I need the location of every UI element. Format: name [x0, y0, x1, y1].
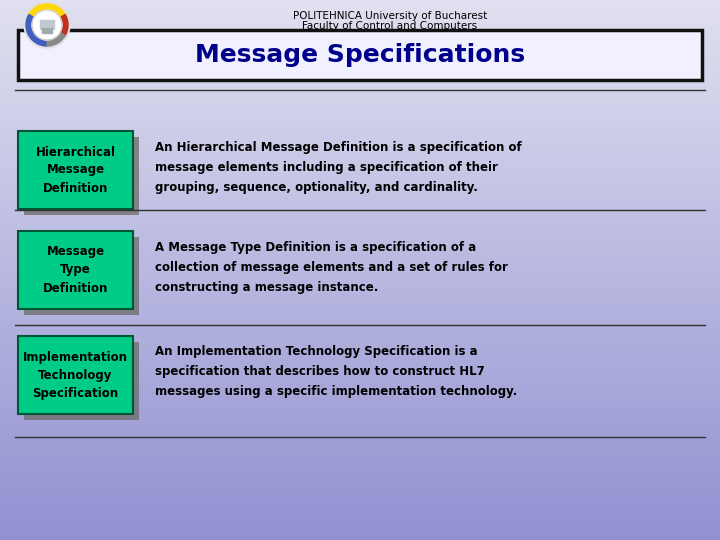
- Bar: [42, 28, 52, 33]
- Text: An Implementation Technology Specification is a
specification that describes how: An Implementation Technology Specificati…: [155, 346, 517, 399]
- Circle shape: [32, 10, 62, 40]
- Circle shape: [24, 2, 70, 48]
- Text: Implementation
Technology
Specification: Implementation Technology Specification: [23, 350, 128, 400]
- FancyBboxPatch shape: [24, 342, 139, 420]
- FancyBboxPatch shape: [18, 336, 133, 414]
- Bar: [40, 20, 54, 29]
- FancyBboxPatch shape: [18, 131, 133, 209]
- Text: An Hierarchical Message Definition is a specification of
message elements includ: An Hierarchical Message Definition is a …: [155, 140, 522, 193]
- Text: Message
Type
Definition: Message Type Definition: [42, 246, 108, 294]
- FancyBboxPatch shape: [24, 137, 139, 215]
- Polygon shape: [26, 15, 47, 46]
- Polygon shape: [61, 15, 68, 36]
- FancyBboxPatch shape: [24, 237, 139, 315]
- Text: A Message Type Definition is a specification of a
collection of message elements: A Message Type Definition is a specifica…: [155, 240, 508, 294]
- Polygon shape: [47, 33, 66, 46]
- Text: POLITEHNICA University of Bucharest: POLITEHNICA University of Bucharest: [293, 11, 487, 21]
- Polygon shape: [29, 4, 66, 17]
- Text: Message Specifications: Message Specifications: [195, 43, 525, 67]
- Text: Hierarchical
Message
Definition: Hierarchical Message Definition: [35, 145, 115, 194]
- Text: Faculty of Control and Computers: Faculty of Control and Computers: [302, 21, 477, 31]
- FancyBboxPatch shape: [18, 231, 133, 309]
- FancyBboxPatch shape: [18, 30, 702, 80]
